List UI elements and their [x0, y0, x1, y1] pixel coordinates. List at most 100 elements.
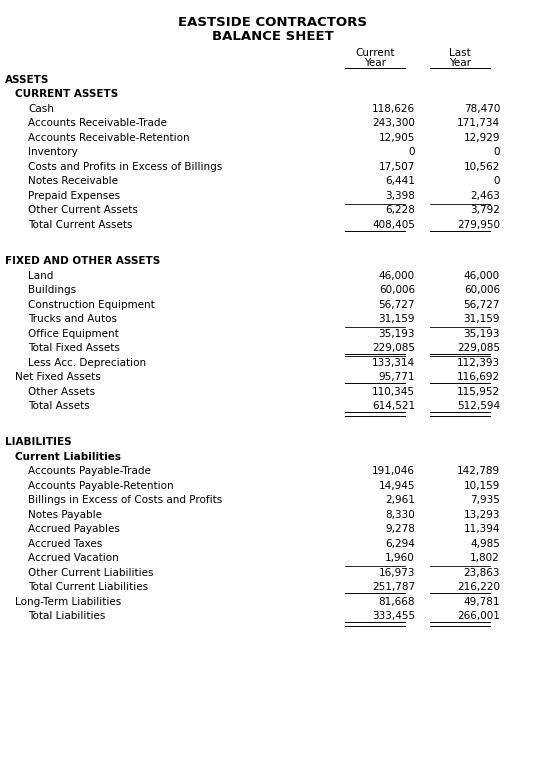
Text: Long-Term Liabilities: Long-Term Liabilities: [15, 597, 121, 607]
Text: 14,945: 14,945: [379, 481, 415, 491]
Text: 56,727: 56,727: [379, 300, 415, 310]
Text: Other Current Assets: Other Current Assets: [28, 205, 138, 216]
Text: 46,000: 46,000: [379, 271, 415, 281]
Text: 115,952: 115,952: [457, 387, 500, 397]
Text: 12,929: 12,929: [463, 133, 500, 143]
Text: 95,771: 95,771: [379, 372, 415, 382]
Text: 9,278: 9,278: [385, 524, 415, 534]
Text: 3,792: 3,792: [470, 205, 500, 216]
Text: LIABILITIES: LIABILITIES: [5, 437, 72, 447]
Text: 0: 0: [493, 148, 500, 157]
Text: 216,220: 216,220: [457, 583, 500, 593]
Text: 35,193: 35,193: [463, 329, 500, 338]
Text: 31,159: 31,159: [463, 314, 500, 324]
Text: Trucks and Autos: Trucks and Autos: [28, 314, 117, 324]
Text: 333,455: 333,455: [372, 612, 415, 622]
Text: Accrued Vacation: Accrued Vacation: [28, 553, 119, 563]
Text: 0: 0: [493, 177, 500, 187]
Text: 191,046: 191,046: [372, 467, 415, 476]
Text: BALANCE SHEET: BALANCE SHEET: [212, 30, 334, 43]
Text: 2,961: 2,961: [385, 496, 415, 506]
Text: 251,787: 251,787: [372, 583, 415, 593]
Text: 1,960: 1,960: [385, 553, 415, 563]
Text: 1,802: 1,802: [470, 553, 500, 563]
Text: 133,314: 133,314: [372, 358, 415, 368]
Text: 10,562: 10,562: [464, 162, 500, 172]
Text: Office Equipment: Office Equipment: [28, 329, 119, 338]
Text: 0: 0: [409, 148, 415, 157]
Text: Less Acc. Depreciation: Less Acc. Depreciation: [28, 358, 146, 368]
Text: 13,293: 13,293: [463, 510, 500, 520]
Text: Accrued Taxes: Accrued Taxes: [28, 539, 102, 549]
Text: 46,000: 46,000: [464, 271, 500, 281]
Text: 60,006: 60,006: [464, 286, 500, 295]
Text: 17,507: 17,507: [379, 162, 415, 172]
Text: Notes Payable: Notes Payable: [28, 510, 102, 520]
Text: 8,330: 8,330: [385, 510, 415, 520]
Text: 35,193: 35,193: [379, 329, 415, 338]
Text: 6,441: 6,441: [385, 177, 415, 187]
Text: 116,692: 116,692: [457, 372, 500, 382]
Text: Billings in Excess of Costs and Profits: Billings in Excess of Costs and Profits: [28, 496, 222, 506]
Text: 112,393: 112,393: [457, 358, 500, 368]
Text: 512,594: 512,594: [457, 401, 500, 412]
Text: 7,935: 7,935: [470, 496, 500, 506]
Text: Accounts Receivable-Retention: Accounts Receivable-Retention: [28, 133, 190, 143]
Text: Year: Year: [364, 58, 386, 68]
Text: Accounts Payable-Retention: Accounts Payable-Retention: [28, 481, 173, 491]
Text: Accrued Payables: Accrued Payables: [28, 524, 120, 534]
Text: Land: Land: [28, 271, 54, 281]
Text: 229,085: 229,085: [457, 343, 500, 353]
Text: Buildings: Buildings: [28, 286, 76, 295]
Text: 60,006: 60,006: [379, 286, 415, 295]
Text: 81,668: 81,668: [379, 597, 415, 607]
Text: 12,905: 12,905: [379, 133, 415, 143]
Text: Total Current Assets: Total Current Assets: [28, 220, 132, 230]
Text: 23,863: 23,863: [463, 568, 500, 578]
Text: 142,789: 142,789: [457, 467, 500, 476]
Text: Costs and Profits in Excess of Billings: Costs and Profits in Excess of Billings: [28, 162, 222, 172]
Text: Last: Last: [449, 48, 471, 58]
Text: EASTSIDE CONTRACTORS: EASTSIDE CONTRACTORS: [178, 16, 368, 29]
Text: Notes Receivable: Notes Receivable: [28, 177, 118, 187]
Text: 614,521: 614,521: [372, 401, 415, 412]
Text: 16,973: 16,973: [379, 568, 415, 578]
Text: Net Fixed Assets: Net Fixed Assets: [15, 372, 101, 382]
Text: 2,463: 2,463: [470, 191, 500, 201]
Text: Inventory: Inventory: [28, 148, 78, 157]
Text: 118,626: 118,626: [372, 104, 415, 114]
Text: Prepaid Expenses: Prepaid Expenses: [28, 191, 120, 201]
Text: 11,394: 11,394: [463, 524, 500, 534]
Text: 49,781: 49,781: [463, 597, 500, 607]
Text: 78,470: 78,470: [464, 104, 500, 114]
Text: 10,159: 10,159: [464, 481, 500, 491]
Text: Year: Year: [449, 58, 471, 68]
Text: 31,159: 31,159: [379, 314, 415, 324]
Text: 279,950: 279,950: [457, 220, 500, 230]
Text: 6,228: 6,228: [385, 205, 415, 216]
Text: Total Fixed Assets: Total Fixed Assets: [28, 343, 120, 353]
Text: 266,001: 266,001: [457, 612, 500, 622]
Text: Cash: Cash: [28, 104, 54, 114]
Text: 56,727: 56,727: [463, 300, 500, 310]
Text: Construction Equipment: Construction Equipment: [28, 300, 155, 310]
Text: FIXED AND OTHER ASSETS: FIXED AND OTHER ASSETS: [5, 256, 160, 266]
Text: Total Assets: Total Assets: [28, 401, 90, 412]
Text: Total Current Liabilities: Total Current Liabilities: [28, 583, 148, 593]
Text: 243,300: 243,300: [372, 118, 415, 128]
Text: Other Current Liabilities: Other Current Liabilities: [28, 568, 154, 578]
Text: Other Assets: Other Assets: [28, 387, 95, 397]
Text: 229,085: 229,085: [372, 343, 415, 353]
Text: 4,985: 4,985: [470, 539, 500, 549]
Text: CURRENT ASSETS: CURRENT ASSETS: [15, 89, 118, 100]
Text: Current Liabilities: Current Liabilities: [15, 452, 121, 462]
Text: 3,398: 3,398: [385, 191, 415, 201]
Text: Accounts Payable-Trade: Accounts Payable-Trade: [28, 467, 151, 476]
Text: Total Liabilities: Total Liabilities: [28, 612, 106, 622]
Text: 408,405: 408,405: [372, 220, 415, 230]
Text: ASSETS: ASSETS: [5, 75, 49, 85]
Text: 6,294: 6,294: [385, 539, 415, 549]
Text: Accounts Receivable-Trade: Accounts Receivable-Trade: [28, 118, 167, 128]
Text: Current: Current: [355, 48, 395, 58]
Text: 171,734: 171,734: [457, 118, 500, 128]
